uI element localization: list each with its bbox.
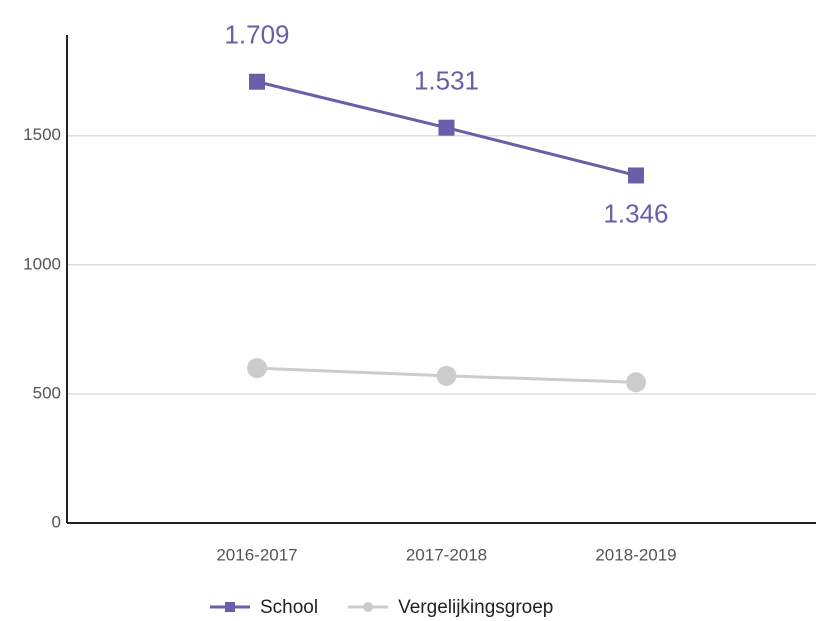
legend-label: School <box>260 597 318 618</box>
data-point <box>249 73 265 90</box>
data-label: 1.531 <box>414 66 479 96</box>
x-tick-label: 2018-2019 <box>595 545 676 564</box>
y-tick-label: 0 <box>52 512 61 531</box>
data-point <box>438 119 455 136</box>
data-label: 1.346 <box>603 198 668 228</box>
y-tick-label: 1500 <box>23 125 61 144</box>
data-point <box>628 167 644 184</box>
data-point <box>626 372 646 393</box>
x-tick-label: 2016-2017 <box>216 545 297 564</box>
data-point <box>436 365 457 386</box>
y-tick-label: 1000 <box>23 254 61 273</box>
x-tick-label: 2017-2018 <box>406 545 487 564</box>
y-tick-label: 500 <box>33 383 61 402</box>
data-label: 1.709 <box>224 20 289 50</box>
legend-marker <box>225 602 235 612</box>
legend-marker <box>363 602 374 612</box>
legend-label: Vergelijkingsgroep <box>398 597 553 618</box>
data-point <box>247 358 267 379</box>
